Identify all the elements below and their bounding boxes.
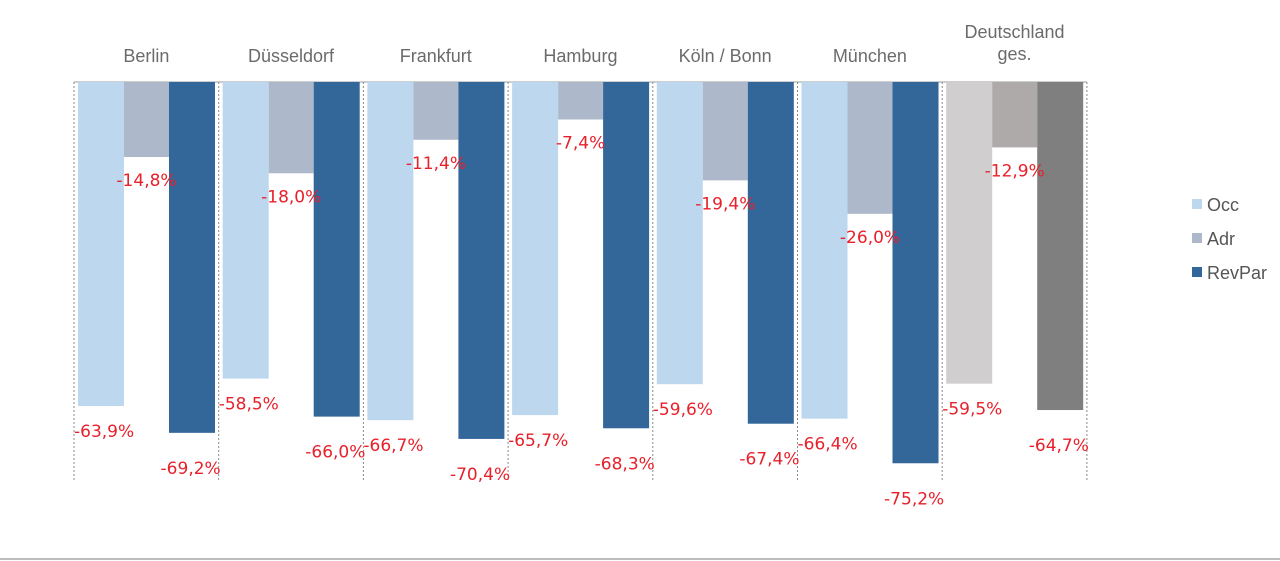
bar-adr bbox=[413, 82, 459, 140]
value-label: -7,4% bbox=[556, 134, 605, 154]
legend-swatch-occ bbox=[1192, 199, 1202, 209]
bar-occ bbox=[656, 82, 703, 385]
bar-revpar bbox=[313, 82, 360, 417]
value-label: -59,5% bbox=[942, 400, 1002, 420]
legend-label-occ: Occ bbox=[1207, 195, 1239, 215]
bar-revpar bbox=[169, 82, 215, 433]
bar-adr bbox=[992, 82, 1038, 148]
bar-occ bbox=[78, 82, 124, 406]
value-label: -70,4% bbox=[450, 465, 510, 485]
bar-adr bbox=[558, 82, 604, 120]
bar-occ bbox=[801, 82, 848, 419]
value-label: -66,4% bbox=[798, 435, 858, 455]
bar-adr bbox=[124, 82, 169, 158]
legend: Occ Adr RevPar bbox=[1192, 195, 1267, 283]
category-label: München bbox=[833, 46, 907, 66]
bar-revpar bbox=[747, 82, 794, 424]
bar-occ bbox=[946, 82, 993, 384]
value-label: -11,4% bbox=[406, 154, 466, 174]
bar-occ bbox=[367, 82, 414, 421]
bar-occ bbox=[512, 82, 559, 416]
bar-adr bbox=[268, 82, 314, 174]
value-label: -65,7% bbox=[508, 431, 568, 451]
value-label: -18,0% bbox=[261, 187, 321, 207]
category-label: Düsseldorf bbox=[248, 46, 335, 66]
value-label: -59,6% bbox=[653, 400, 713, 420]
value-label: -64,7% bbox=[1029, 436, 1089, 456]
category-label: Frankfurt bbox=[400, 46, 472, 66]
value-label: -66,7% bbox=[363, 436, 423, 456]
bar-adr bbox=[702, 82, 748, 181]
bar-revpar bbox=[603, 82, 650, 429]
legend-label-revpar: RevPar bbox=[1207, 263, 1267, 283]
value-label: -58,5% bbox=[219, 395, 279, 415]
category-label: Berlin bbox=[123, 46, 169, 66]
bar-revpar bbox=[892, 82, 939, 464]
value-label: -12,9% bbox=[985, 161, 1045, 181]
legend-label-adr: Adr bbox=[1207, 229, 1235, 249]
category-label: Deutschland ges. bbox=[965, 22, 1065, 64]
value-label: -69,2% bbox=[161, 459, 221, 479]
bar-revpar bbox=[458, 82, 505, 439]
value-label: -75,2% bbox=[884, 489, 944, 509]
category-label: Hamburg bbox=[543, 46, 617, 66]
category-label: Köln / Bonn bbox=[679, 46, 772, 66]
bottom-divider bbox=[0, 558, 1280, 560]
category-labels: Berlin Düsseldorf Frankfurt Hamburg Köln / B… bbox=[123, 22, 1064, 66]
value-label: -63,9% bbox=[74, 422, 134, 442]
value-label: -68,3% bbox=[595, 454, 655, 474]
legend-swatch-revpar bbox=[1192, 267, 1202, 277]
bar-occ bbox=[222, 82, 269, 379]
value-labels: -63,9%-14,8%-69,2%-58,5%-18,0%-66,0%-66,… bbox=[74, 134, 1089, 510]
value-label: -14,8% bbox=[116, 171, 176, 191]
value-label: -26,0% bbox=[840, 228, 900, 248]
bars bbox=[78, 82, 1084, 464]
value-label: -19,4% bbox=[695, 194, 755, 214]
value-label: -67,4% bbox=[739, 450, 799, 470]
legend-swatch-adr bbox=[1192, 233, 1202, 243]
value-label: -66,0% bbox=[305, 443, 365, 463]
bar-revpar bbox=[1037, 82, 1084, 411]
bar-adr bbox=[847, 82, 893, 214]
